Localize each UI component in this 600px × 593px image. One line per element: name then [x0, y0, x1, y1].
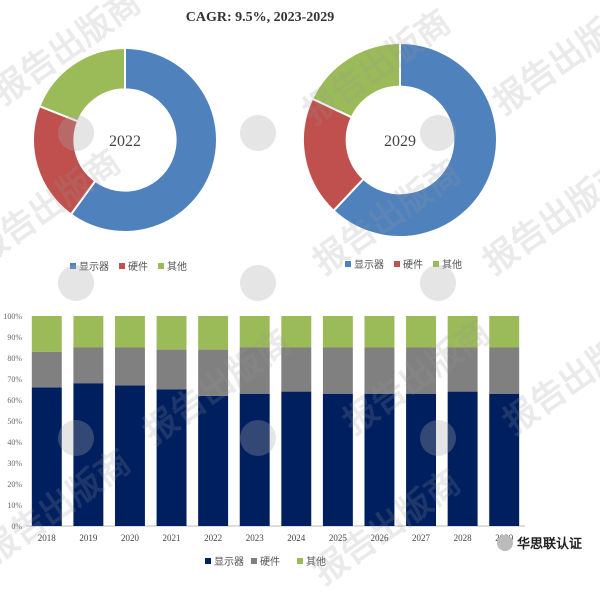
y-tick-label: 0% [11, 522, 22, 531]
bar-segment-2018-0 [31, 387, 62, 526]
y-tick-label: 90% [7, 333, 22, 342]
bar-legend-label: 硬件 [260, 556, 280, 568]
bar-segment-2029-2 [489, 316, 520, 348]
bar-segment-2021-2 [156, 316, 187, 350]
bar-segment-2022-2 [198, 316, 229, 350]
x-tick-label: 2021 [163, 533, 181, 543]
donut-slice-0 [69, 46, 218, 233]
bar-segment-2024-1 [281, 347, 312, 392]
x-tick-label: 2019 [79, 533, 98, 543]
bar-segment-2023-0 [239, 393, 270, 526]
donut-legend-2029: 显示器 硬件 其他 [345, 256, 462, 271]
donut-slice-0 [332, 41, 498, 238]
y-tick-label: 30% [7, 459, 22, 468]
wechat-icon [496, 534, 513, 551]
bar-segment-2024-0 [281, 391, 312, 526]
legend-swatch [119, 262, 125, 269]
bar-segment-2025-0 [322, 393, 353, 526]
bar-segment-2020-0 [114, 385, 145, 526]
legend-item: 显示器 [345, 256, 384, 271]
x-tick-label: 2025 [329, 533, 348, 543]
bar-legend-swatch [251, 558, 257, 564]
donut-slice-2 [310, 41, 401, 119]
donut-chart-2029: 2029 [300, 40, 500, 240]
bar-segment-2029-0 [489, 393, 520, 526]
bar-segment-2018-2 [31, 316, 62, 352]
bar-segment-2027-2 [406, 316, 437, 348]
bar-segment-2020-1 [114, 347, 145, 386]
bar-segment-2019-2 [73, 316, 104, 348]
watermark-logo [240, 265, 276, 301]
legend-item: 其他 [433, 256, 462, 271]
x-tick-label: 2026 [370, 533, 389, 543]
bar-segment-2027-1 [406, 347, 437, 394]
legend-swatch [433, 260, 439, 267]
y-tick-label: 40% [7, 438, 22, 447]
bar-legend-label: 其他 [306, 555, 326, 568]
bar-segment-2022-1 [198, 349, 229, 396]
cagr-label: CAGR: 9.5%, 2023-2029 [185, 10, 335, 25]
bar-segment-2028-1 [447, 347, 478, 392]
y-tick-label: 100% [3, 312, 22, 321]
legend-item: 其他 [158, 258, 187, 273]
legend-label: 显示器 [354, 260, 384, 271]
bar-segment-2022-0 [198, 395, 229, 526]
legend-label: 其他 [442, 260, 462, 271]
y-tick-label: 20% [7, 480, 22, 489]
watermark-logo [240, 115, 276, 151]
x-tick-label: 2018 [38, 533, 57, 543]
bar-segment-2021-0 [156, 389, 187, 526]
bar-segment-2019-0 [73, 383, 104, 526]
legend-label: 硬件 [403, 260, 423, 271]
donut-chart-2022: 2022 [30, 45, 220, 235]
donut-center-label: 2022 [109, 133, 141, 150]
bar-segment-2023-2 [239, 316, 270, 348]
x-tick-label: 2020 [121, 533, 140, 543]
bar-legend-swatch [297, 558, 303, 564]
bar-legend-swatch [205, 558, 211, 564]
x-tick-label: 2023 [246, 533, 265, 543]
bar-segment-2020-2 [114, 316, 145, 348]
donut-center-label: 2029 [384, 133, 416, 150]
bar-segment-2019-1 [73, 347, 104, 384]
bar-segment-2026-2 [364, 316, 395, 348]
stacked-bar-chart: 0% 10% 20% 30% 40% 50% 60% 70% 80% 90% 100% 2018 201… [3, 312, 525, 568]
stamp-text: 华思联认证 [516, 537, 582, 552]
bar-legend-label: 显示器 [214, 556, 244, 568]
bar-segment-2029-1 [489, 347, 520, 394]
bar-segment-2023-1 [239, 347, 270, 394]
bar-segment-2018-1 [31, 351, 62, 388]
x-tick-label: 2028 [454, 533, 473, 543]
bar-segment-2028-0 [447, 391, 478, 526]
legend-swatch [345, 260, 351, 267]
certification-stamp: 华思联认证 [496, 533, 582, 552]
legend-swatch [394, 260, 400, 267]
donut-slice-2 [38, 46, 126, 123]
bar-segment-2021-1 [156, 349, 187, 390]
bar-segment-2025-1 [322, 347, 353, 394]
y-tick-label: 50% [7, 417, 22, 426]
bar-segment-2026-0 [364, 393, 395, 526]
y-tick-label: 70% [7, 375, 22, 384]
bar-segment-2028-2 [447, 316, 478, 348]
bar-segment-2024-2 [281, 316, 312, 348]
legend-item: 硬件 [394, 256, 423, 271]
legend-label: 其他 [167, 262, 187, 273]
legend-item: 显示器 [70, 258, 109, 273]
legend-item: 硬件 [119, 258, 148, 273]
y-tick-label: 60% [7, 396, 22, 405]
y-tick-label: 10% [7, 501, 22, 510]
donut-legend-2022: 显示器 硬件 其他 [70, 258, 187, 273]
legend-label: 显示器 [79, 262, 109, 273]
x-tick-label: 2027 [412, 533, 431, 543]
legend-swatch [158, 262, 164, 269]
bar-segment-2027-0 [406, 393, 437, 526]
bar-segment-2026-1 [364, 347, 395, 394]
x-tick-label: 2022 [204, 533, 222, 543]
x-tick-label: 2024 [287, 533, 306, 543]
y-tick-label: 80% [7, 354, 22, 363]
legend-label: 硬件 [128, 262, 148, 273]
bar-segment-2025-2 [322, 316, 353, 348]
legend-swatch [70, 262, 76, 269]
